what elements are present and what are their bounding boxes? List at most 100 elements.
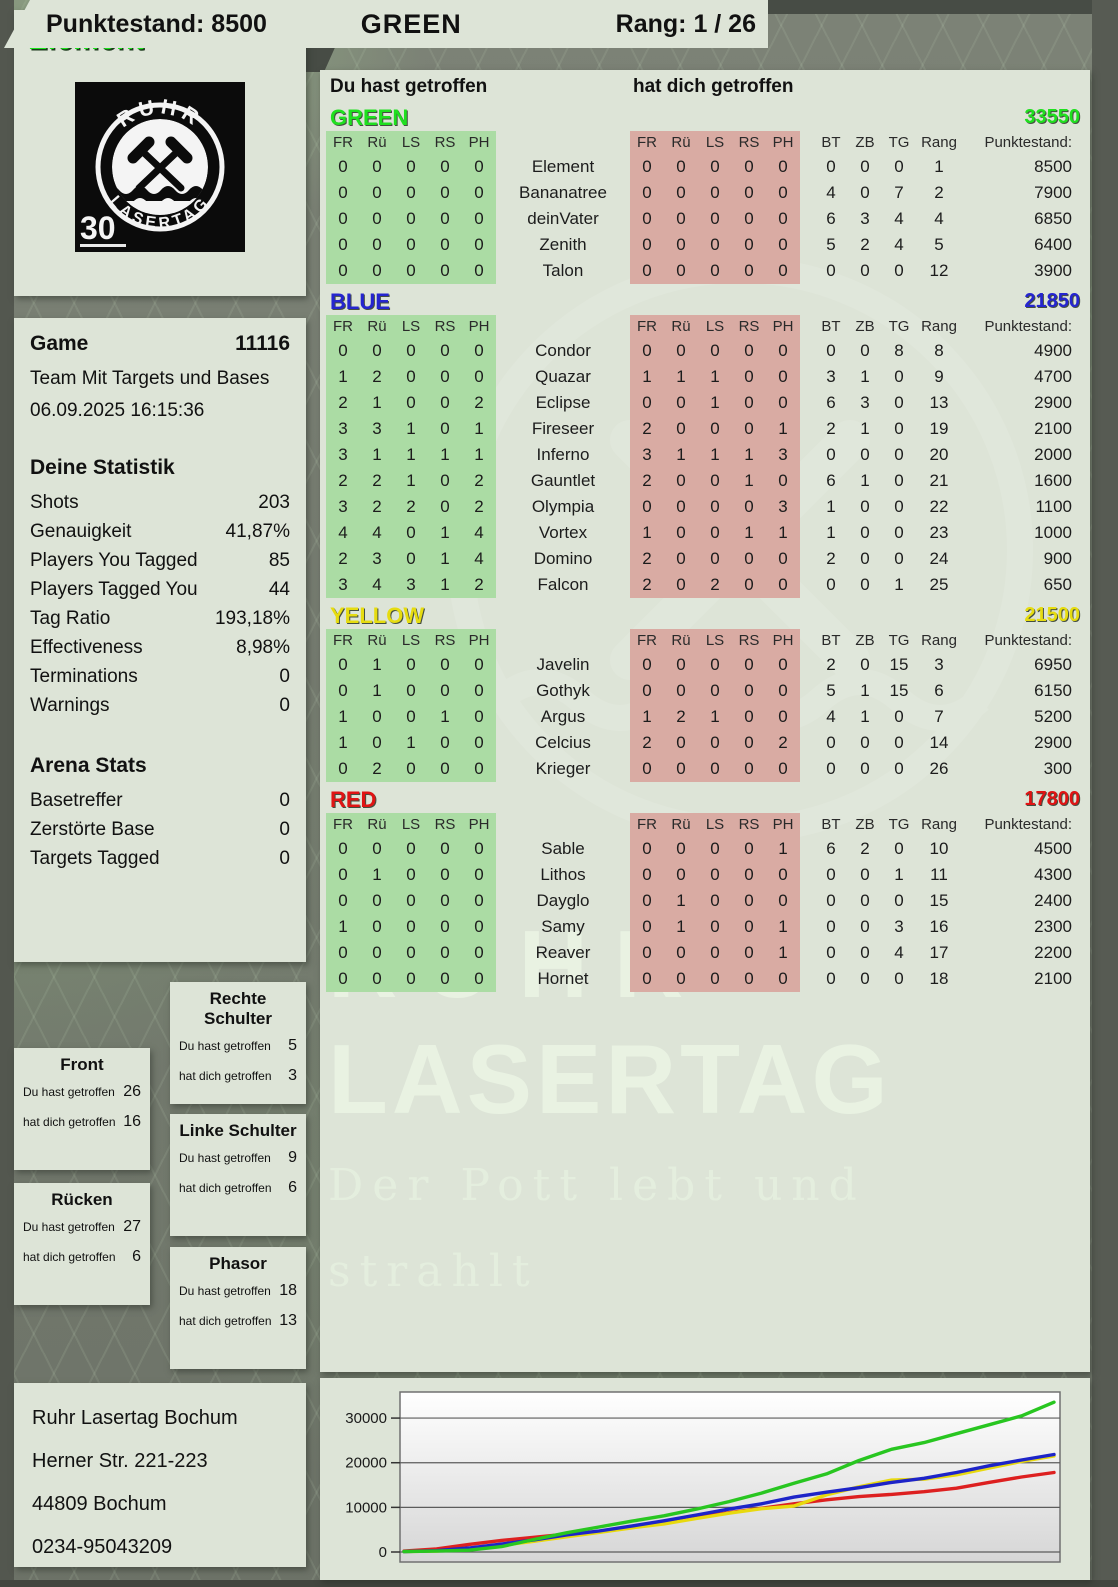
hit-you-value: 0 <box>698 678 732 704</box>
hitzone-title: Front <box>60 1055 104 1074</box>
stat-row: Players Tagged You 44 <box>30 575 290 604</box>
stat-value: 5 <box>934 235 944 254</box>
col-header: RS <box>732 629 766 652</box>
you-hit-value: 26 <box>123 1083 141 1100</box>
team-total-score: 21850 <box>1024 290 1080 312</box>
you-hit-value: 9 <box>288 1149 297 1166</box>
player-name: Fireseer <box>531 419 595 438</box>
you-hit-value: 0 <box>462 232 496 258</box>
stat-value: 0 <box>860 183 870 202</box>
hit-you-value: 0 <box>630 966 664 992</box>
stat-value: 8 <box>894 341 904 360</box>
you-hit-value: 1 <box>326 364 360 390</box>
you-hit-value: 0 <box>394 338 428 364</box>
bottom-edge <box>0 1580 1118 1587</box>
stat-value: 1 <box>860 707 870 726</box>
stat-value: 6 <box>826 839 836 858</box>
you-hit-value: 1 <box>360 652 394 678</box>
hit-you-value: 0 <box>698 468 732 494</box>
stat-value: 0 <box>894 419 904 438</box>
stat-value: 6 <box>826 393 836 412</box>
you-hit-value: 0 <box>394 232 428 258</box>
hit-you-value: 0 <box>664 520 698 546</box>
stat-value: 12 <box>929 261 949 280</box>
hit-you-value: 0 <box>732 678 766 704</box>
hit-you-title: hat dich getroffen <box>633 76 794 97</box>
team-name: GREEN <box>330 104 409 130</box>
stat-value: 18 <box>929 969 949 988</box>
hit-you-value: 0 <box>698 206 732 232</box>
you-hit-value: 1 <box>394 730 428 756</box>
hit-you-value: 0 <box>698 888 732 914</box>
player-score: 2100 <box>1034 969 1072 988</box>
you-hit-value: 1 <box>462 416 496 442</box>
stat-row: Warnings 0 <box>30 691 290 720</box>
hitzone-front: Front Du hast getroffen 26 hat dich getro… <box>14 1048 150 1170</box>
hit-you-value: 0 <box>698 940 732 966</box>
player-row: 0 0 0 0 0 Condor 0 0 0 0 0 0 0 8 8 4900 <box>326 338 1090 364</box>
stat-value: 4 <box>826 183 836 202</box>
col-header: LS <box>698 131 732 154</box>
hit-you-value: 0 <box>732 364 766 390</box>
player-name: Krieger <box>535 759 591 778</box>
stat-value: 0 <box>279 819 290 840</box>
hit-you-value: 0 <box>766 756 800 782</box>
hit-you-value: 0 <box>664 206 698 232</box>
hit-you-value: 2 <box>664 704 698 730</box>
col-header: PH <box>462 813 496 836</box>
hit-you-value: 0 <box>630 494 664 520</box>
you-hit-value: 0 <box>394 914 428 940</box>
col-header: Rü <box>360 813 394 836</box>
hit-you-label: hat dich getroffen <box>23 1115 116 1129</box>
hit-you-value: 0 <box>664 258 698 284</box>
you-hit-value: 0 <box>462 836 496 862</box>
stat-value: 2 <box>826 655 836 674</box>
you-hit-value: 3 <box>326 572 360 598</box>
player-score: 300 <box>1043 759 1072 778</box>
hit-you-value: 0 <box>766 338 800 364</box>
you-hit-value: 0 <box>360 258 394 284</box>
player-score: 2200 <box>1034 943 1072 962</box>
you-hit-value: 2 <box>462 468 496 494</box>
stat-value: 8 <box>934 341 944 360</box>
hit-you-value: 0 <box>664 154 698 180</box>
you-hit-value: 0 <box>360 836 394 862</box>
you-hit-value: 2 <box>360 756 394 782</box>
hit-you-value: 0 <box>766 154 800 180</box>
ruhr-lasertag-logo-icon: RUHR LASERTAG 30 <box>75 82 245 252</box>
col-header: FR <box>326 315 360 338</box>
stat-value: 0 <box>894 445 904 464</box>
you-hit-value: 0 <box>394 678 428 704</box>
stat-value: 0 <box>894 523 904 542</box>
hit-you-value: 0 <box>630 940 664 966</box>
hit-you-value: 6 <box>132 1248 141 1265</box>
hit-you-value: 6 <box>288 1179 297 1196</box>
y-tick-label: 30000 <box>345 1410 387 1427</box>
stat-value: 0 <box>826 445 836 464</box>
you-hit-value: 5 <box>288 1037 297 1054</box>
player-name: Hornet <box>537 969 589 988</box>
you-hit-value: 2 <box>326 468 360 494</box>
you-hit-value: 0 <box>462 862 496 888</box>
you-hit-value: 0 <box>394 390 428 416</box>
player-row: 0 0 0 0 0 Bananatree 0 0 0 0 0 4 0 7 2 7900 <box>326 180 1090 206</box>
hit-you-value: 0 <box>732 180 766 206</box>
arena-stats-list: Basetreffer 0 Zerstörte Base 0 Targets Tagge… <box>30 786 290 873</box>
col-header: RS <box>428 315 462 338</box>
stat-value: 0 <box>860 445 870 464</box>
player-score: 4700 <box>1034 367 1072 386</box>
player-name: Domino <box>533 549 593 568</box>
col-header: Punktestand: <box>984 632 1072 649</box>
stat-value: 0 <box>826 575 836 594</box>
watermark-line3: Der Pott lebt und strahlt <box>328 1160 866 1297</box>
stat-value: 0 <box>826 943 836 962</box>
player-score: 2300 <box>1034 917 1072 936</box>
hit-you-value: 0 <box>732 888 766 914</box>
hit-you-value: 0 <box>630 652 664 678</box>
you-hit-value: 0 <box>428 338 462 364</box>
player-row: 0 0 0 0 0 Hornet 0 0 0 0 0 0 0 0 18 2100 <box>326 966 1090 992</box>
you-hit-value: 0 <box>326 888 360 914</box>
column-header-row: FR Rü LS RS PH FR Rü LS RS PH BT ZB TG Rang Punktestan… <box>326 131 1090 154</box>
you-hit-value: 1 <box>326 704 360 730</box>
hit-you-value: 0 <box>630 888 664 914</box>
